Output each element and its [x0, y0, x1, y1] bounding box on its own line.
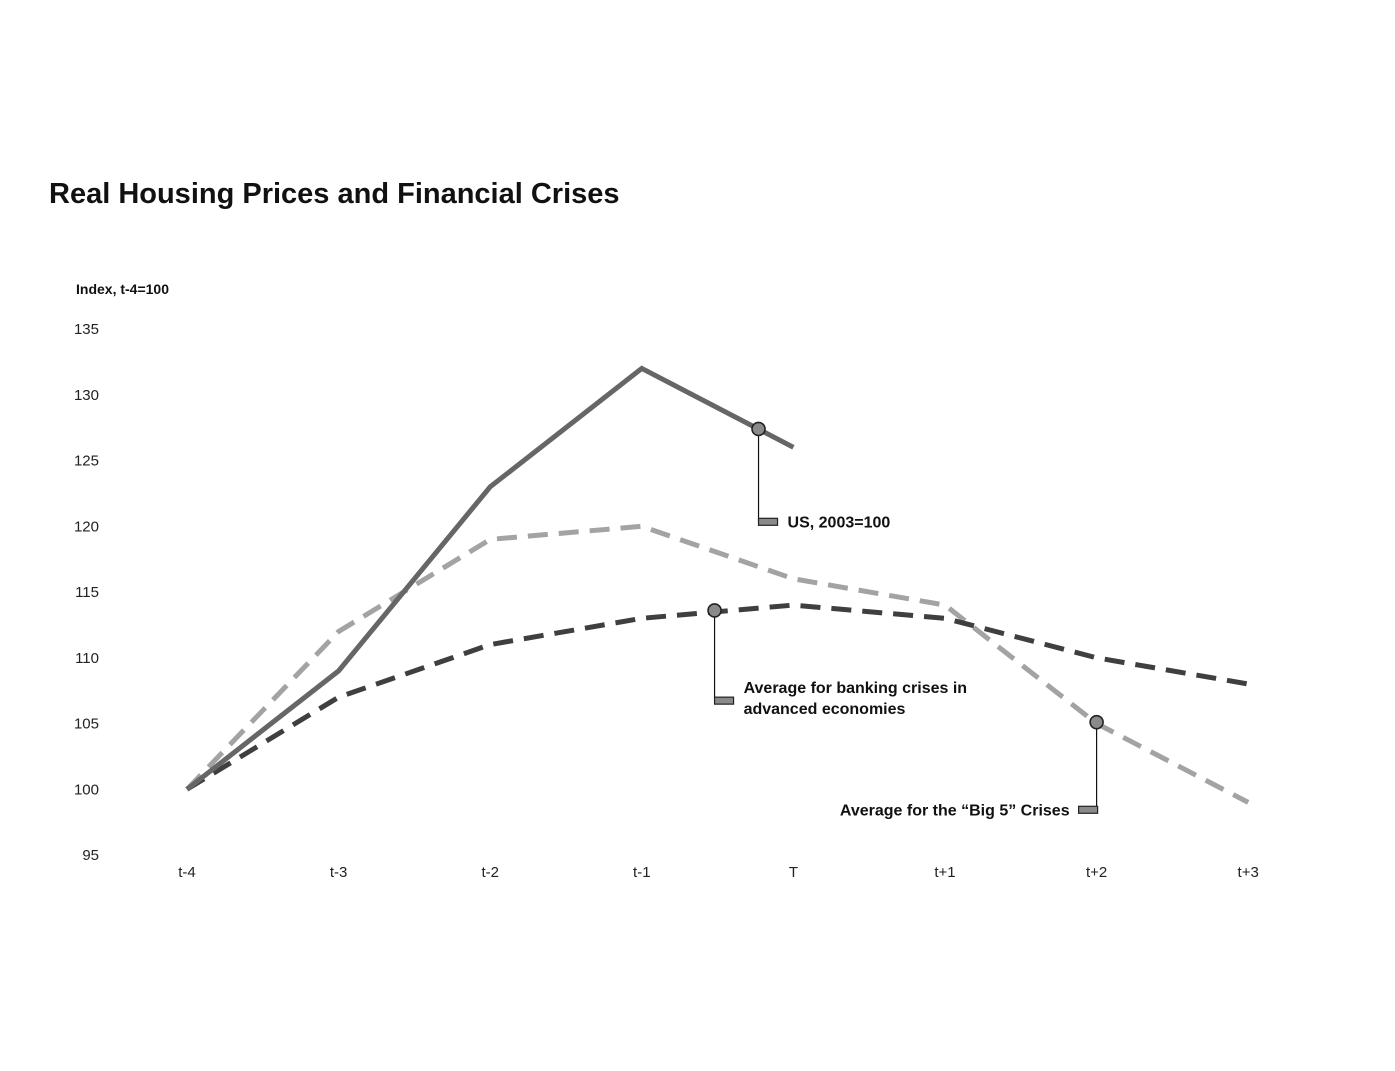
- x-tick-label-t-1: t+1: [934, 864, 955, 881]
- y-tick-label-130: 130: [74, 387, 99, 404]
- y-tick-label-125: 125: [74, 453, 99, 470]
- annotation-label: Average for the “Big 5” Crises: [840, 802, 1070, 819]
- y-tick-label-110: 110: [75, 650, 99, 667]
- annotation-1: Average for banking crises in advanced ec…: [707, 603, 967, 718]
- y-tick-label-105: 105: [74, 716, 99, 733]
- x-tick-label-t-2: t+2: [1086, 864, 1107, 881]
- y-tick-label-100: 100: [74, 781, 99, 798]
- label-marker: [713, 696, 735, 705]
- point-marker: [1089, 714, 1104, 730]
- x-tick-label-t-3: t+3: [1238, 864, 1259, 881]
- x-tick-label-t-4: t-4: [178, 864, 196, 881]
- annotation-0: US, 2003=100: [751, 421, 891, 531]
- label-marker: [757, 517, 779, 526]
- series-lines: [185, 365, 1250, 805]
- x-tick-label-t-2: t-2: [481, 864, 499, 881]
- x-tick-label-t-1: t-1: [633, 864, 651, 881]
- x-tick-label-t: T: [789, 864, 798, 881]
- y-tick-label-95: 95: [82, 847, 99, 864]
- y-axis-ticks: 95 100 105 110 115 120 125 130 135: [74, 321, 99, 864]
- annotations: US, 2003=100 Average for banking crises i…: [707, 421, 1104, 819]
- point-marker: [707, 603, 722, 618]
- annotation-2: Average for the “Big 5” Crises: [840, 714, 1104, 819]
- y-tick-label-115: 115: [75, 584, 99, 601]
- point-marker: [751, 421, 766, 437]
- series-line-2: [185, 365, 795, 792]
- chart-title: Real Housing Prices and Financial Crises: [49, 178, 620, 210]
- x-tick-label-t-3: t-3: [330, 864, 348, 881]
- y-tick-label-135: 135: [74, 321, 99, 338]
- label-marker: [1077, 805, 1099, 814]
- y-axis-label: Index, t-4=100: [76, 281, 169, 297]
- annotation-label: advanced economies: [744, 701, 906, 718]
- y-tick-label-120: 120: [74, 518, 99, 535]
- series-line-0: [185, 523, 1250, 805]
- annotation-label: US, 2003=100: [788, 514, 891, 531]
- annotation-label: Average for banking crises in: [744, 680, 967, 697]
